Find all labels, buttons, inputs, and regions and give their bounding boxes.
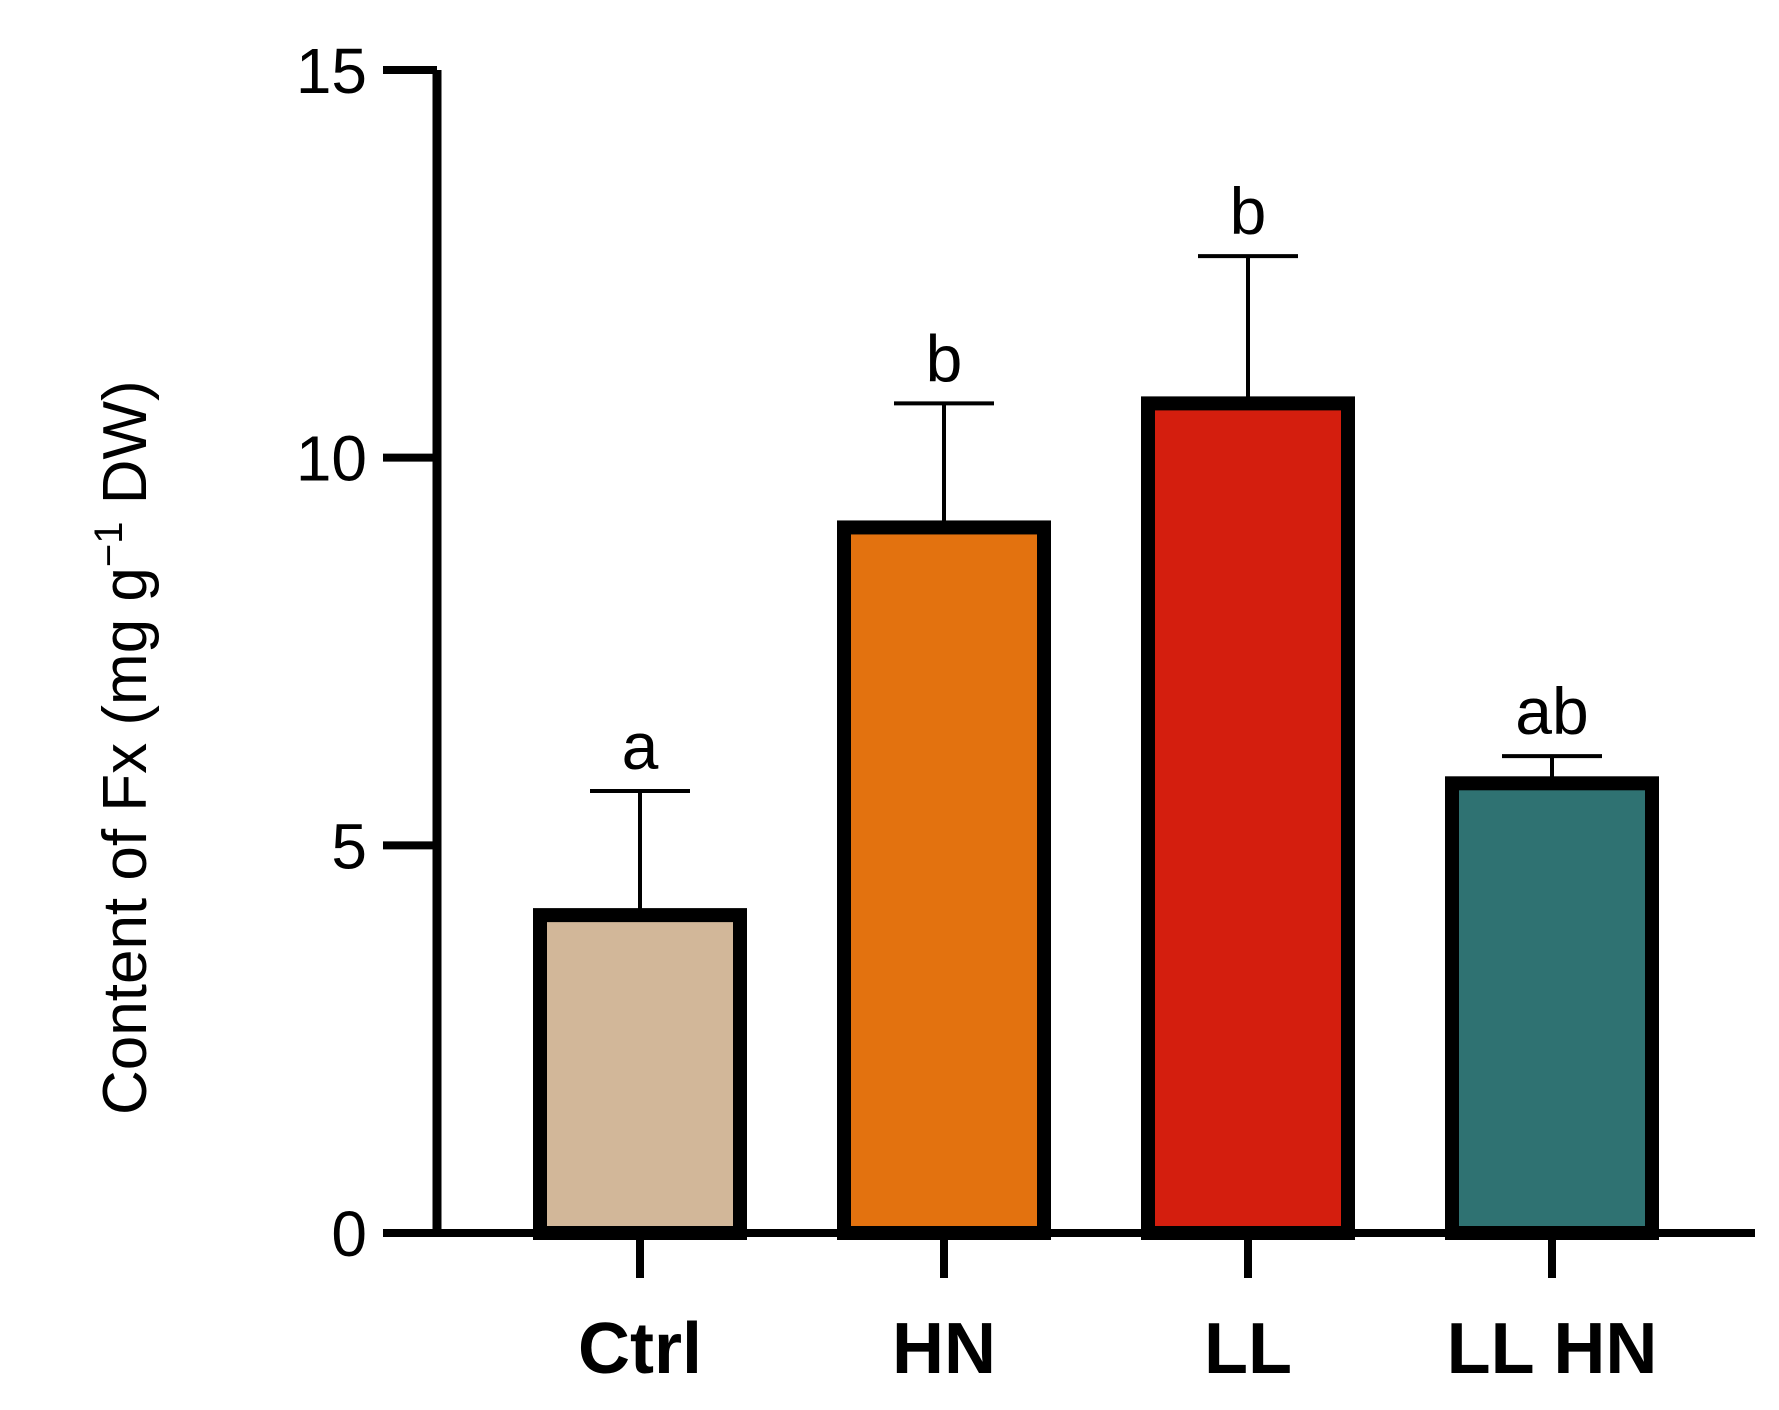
bar (1445, 776, 1659, 1240)
significance-letter: b (926, 321, 963, 395)
y-axis-title-prefix: Content of Fx (mg g (91, 567, 160, 1115)
bar (1141, 396, 1355, 1241)
y-axis-title: Content of Fx (mg g−1 DW) (87, 380, 160, 1115)
significance-letter: ab (1515, 674, 1588, 748)
bar (533, 908, 747, 1240)
x-tick-label: Ctrl (578, 1309, 702, 1389)
significance-letter: b (1230, 174, 1267, 248)
y-tick-label: 5 (331, 810, 367, 882)
bar (837, 520, 1051, 1240)
y-tick-label: 10 (296, 423, 367, 495)
y-tick-label: 0 (331, 1198, 367, 1270)
y-tick-label: 15 (296, 35, 367, 107)
y-axis: 0 5 10 15 (296, 35, 442, 1270)
x-tick-label: LL (1204, 1309, 1292, 1389)
significance-letter: a (622, 709, 659, 783)
x-tick-label: HN (892, 1309, 996, 1389)
svg-text:Content of Fx (mg g−1 DW): Content of Fx (mg g−1 DW) (87, 380, 160, 1115)
x-tick-label: LL HN (1447, 1309, 1658, 1389)
y-axis-title-superscript: −1 (87, 522, 131, 568)
y-axis-title-suffix: DW) (91, 380, 160, 521)
x-axis: Ctrl HN LL LL HN (383, 1229, 1755, 1389)
error-bars (590, 254, 1602, 916)
bars (533, 396, 1659, 1241)
